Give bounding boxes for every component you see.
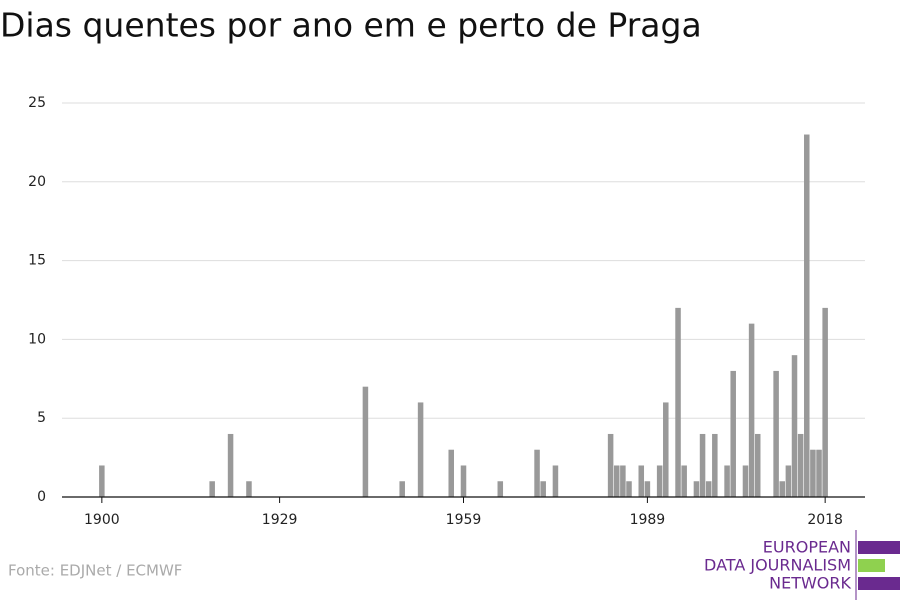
x-tick-label: 2018 (807, 512, 843, 528)
bar (626, 481, 632, 497)
logo-bar (858, 559, 885, 572)
bar (742, 465, 749, 497)
x-tick-label: 1989 (630, 512, 666, 528)
bar (644, 481, 651, 497)
bar (417, 402, 424, 497)
bar (227, 433, 234, 497)
bar (699, 433, 706, 497)
y-tick-label: 20 (28, 174, 46, 190)
bar (712, 433, 718, 497)
bar (209, 481, 215, 497)
bar (748, 323, 755, 497)
bar (724, 465, 730, 497)
bar (534, 449, 540, 497)
bar (613, 465, 620, 497)
bar (773, 370, 779, 497)
logo-bar (858, 541, 900, 554)
x-tick-label: 1929 (262, 512, 298, 528)
bar (246, 481, 252, 497)
bar (607, 433, 614, 497)
bar (448, 449, 454, 497)
bar (681, 465, 687, 497)
bar (797, 433, 804, 497)
logo-text: DATA JOURNALISM (704, 556, 851, 575)
bar (497, 481, 504, 497)
logo-text: EUROPEAN (763, 538, 851, 557)
bar (705, 481, 712, 497)
x-tick-label: 1900 (84, 512, 120, 528)
bar (656, 465, 663, 497)
bar (99, 465, 105, 497)
bar (804, 134, 810, 497)
x-tick-label: 1959 (446, 512, 482, 528)
bar (399, 481, 405, 497)
y-tick-label: 10 (28, 331, 46, 347)
bar (460, 465, 467, 497)
bar (693, 481, 700, 497)
chart-title: Dias quentes por ano em e perto de Praga (0, 6, 702, 45)
y-tick-label: 25 (28, 95, 46, 111)
logo-text: NETWORK (769, 574, 851, 593)
source: Fonte: EDJNet / ECMWF (8, 562, 182, 580)
bar (540, 481, 546, 497)
y-tick-label: 5 (37, 410, 46, 426)
bar (791, 355, 798, 497)
y-tick-label: 0 (37, 489, 46, 505)
bar (552, 465, 559, 497)
bar (779, 481, 786, 497)
bar (663, 402, 669, 497)
logo-bar (858, 577, 900, 590)
bar (730, 370, 736, 497)
y-tick-label: 15 (28, 253, 46, 269)
bar (638, 465, 645, 497)
bar (754, 433, 761, 497)
bar (675, 307, 681, 497)
bar (620, 465, 626, 497)
bar (816, 449, 822, 497)
bar (785, 465, 792, 497)
bar (822, 307, 828, 497)
bar (810, 449, 816, 497)
bar (362, 386, 369, 497)
